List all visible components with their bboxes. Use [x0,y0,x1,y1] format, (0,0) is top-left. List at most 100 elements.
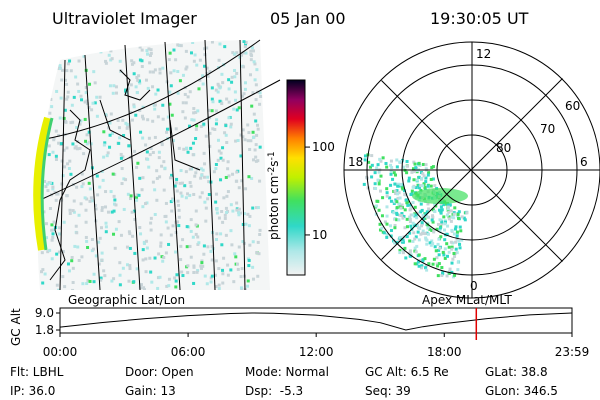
pixel [454,240,458,244]
pixel [192,271,196,275]
pixel [409,207,413,211]
pixel [436,274,440,278]
pixel [194,209,198,213]
pixel [239,286,243,290]
pixel [185,146,189,150]
pixel [69,121,73,125]
pixel [195,63,199,67]
pixel [85,239,89,243]
pixel [104,61,108,65]
pixel [415,216,419,220]
pixel [363,154,367,158]
pixel [249,139,253,143]
pixel [77,213,81,217]
pixel [253,62,257,66]
colorbar-label: photon cm-2s-1 [267,151,281,240]
pixel [67,269,71,273]
pixel [222,256,226,260]
pixel [226,273,230,277]
pixel [138,108,142,112]
pixel [149,48,153,52]
pixel [183,184,187,188]
pixel [151,119,155,123]
pixel [442,253,446,257]
pixel [435,227,439,231]
pixel [220,102,224,106]
pixel [192,107,196,111]
pixel [54,46,58,50]
pixel [70,259,74,263]
pixel [51,187,55,191]
pixel [431,220,435,224]
pixel [133,251,137,255]
pixel [379,189,383,193]
pixel [71,281,75,285]
pixel [112,194,116,198]
pixel [214,122,218,126]
pixel [75,125,79,129]
pixel [251,49,255,53]
pixel [213,273,217,277]
pixel [225,141,229,145]
pixel [51,235,55,239]
pixel [118,283,122,287]
pixel [253,78,257,82]
pixel [146,157,150,161]
pixel [413,246,417,250]
pixel [170,113,174,117]
pixel [151,70,155,74]
pixel [168,51,172,55]
pixel [61,68,65,72]
pixel [74,53,78,57]
pixel [158,275,162,279]
pixel [59,142,63,146]
pixel [153,212,157,216]
pixel [405,201,409,205]
pixel [149,228,153,232]
pixel [94,207,98,211]
pixel [251,206,255,210]
pixel [254,206,258,210]
pixel [456,212,460,216]
pixel [385,205,389,209]
pixel [433,202,437,206]
pixel [125,126,129,130]
pixel [411,185,415,189]
pixel [202,244,206,248]
pixel [420,231,424,235]
pixel [177,146,181,150]
pixel [113,246,117,250]
pixel [169,200,173,204]
title: Ultraviolet Imager [52,9,197,28]
pixel [257,252,261,256]
pixel [117,220,121,224]
pixel [112,84,116,88]
pixel [249,73,253,77]
pixel [249,58,253,62]
pixel [428,241,432,245]
pixel [241,94,245,98]
pixel [408,231,412,235]
pixel [395,165,399,169]
pixel [419,210,423,214]
pixel [242,40,246,44]
pixel [153,68,157,72]
pixel [247,224,251,228]
pixel [233,75,237,79]
pixel [72,210,76,214]
pixel [401,251,405,255]
pixel [192,192,196,196]
altitude-line [59,312,573,331]
pixel [181,238,185,242]
pixel [385,165,389,169]
pixel [395,200,399,204]
pixel [64,78,68,82]
pixel [102,269,106,273]
pixel [97,47,101,51]
pixel [108,133,112,137]
pixel [249,52,253,56]
pixel [199,266,203,270]
pixel [49,97,53,101]
pixel [415,178,419,182]
pixel [447,210,451,214]
